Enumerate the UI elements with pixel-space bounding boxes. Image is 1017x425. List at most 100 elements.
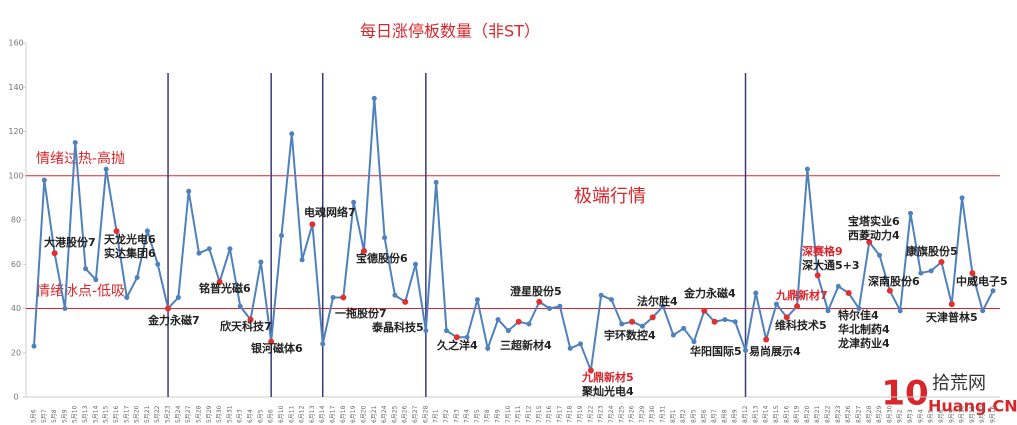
watermark-name: 拾荒网: [932, 373, 986, 394]
y-tick-label: 140: [8, 83, 23, 92]
data-point: [649, 314, 656, 321]
data-point: [124, 294, 130, 300]
x-tick-label: 8月6: [701, 409, 708, 423]
watermark-url: Huang.CN: [928, 397, 1017, 416]
x-tick-label: 7月11: [515, 405, 522, 423]
data-point: [835, 283, 841, 289]
x-tick-label: 8月16: [783, 405, 790, 423]
data-point: [990, 288, 996, 294]
annotation: 实达集团6: [104, 246, 156, 260]
annotation: 电魂网络7: [304, 205, 356, 219]
x-tick-label: 5月21: [144, 405, 151, 423]
data-point: [578, 341, 584, 347]
annotation: 聚灿光电4: [581, 384, 634, 398]
data-point: [423, 328, 429, 334]
data-point: [547, 306, 553, 311]
data-point: [701, 307, 708, 314]
annotation: 中威电子5: [956, 274, 1008, 288]
data-point: [897, 308, 903, 314]
x-tick-label: 7月26: [629, 405, 636, 423]
x-tick-label: 5月15: [103, 405, 110, 423]
x-tick-label: 8月28: [866, 405, 873, 423]
x-tick-label: 9月4: [917, 409, 924, 423]
x-tick-label: 5月10: [72, 405, 79, 423]
x-tick-label: 7月2: [443, 409, 450, 423]
y-tick-label: 60: [11, 260, 21, 269]
annotation: 金力永磁7: [147, 313, 200, 327]
data-point: [928, 268, 934, 274]
x-tick-label: 5月23: [165, 405, 172, 423]
data-point: [639, 323, 645, 329]
data-point: [113, 228, 120, 235]
x-tick-label: 7月15: [536, 405, 543, 423]
y-tick-label: 160: [8, 39, 23, 48]
data-point: [722, 317, 728, 323]
x-tick-label: 8月2: [680, 409, 687, 423]
x-tick-label: 6月11: [288, 405, 295, 423]
x-tick-label: 7月31: [660, 405, 667, 423]
x-tick-label: 8月13: [752, 405, 759, 423]
x-tick-label: 8月29: [876, 405, 883, 423]
x-tick-label: 5月9: [61, 409, 68, 423]
data-point: [804, 166, 810, 172]
x-tick-label: 7月8: [484, 409, 491, 423]
data-point: [186, 188, 192, 194]
annotation: 一拖股份7: [335, 306, 387, 320]
annotation: 易尚展示4: [749, 344, 801, 358]
data-point: [309, 221, 316, 228]
data-point: [392, 292, 398, 298]
x-tick-label: 7月1: [433, 409, 440, 423]
annotation: 泰晶科技5: [371, 320, 424, 334]
x-tick-label: 6月24: [381, 405, 388, 423]
data-point: [938, 259, 945, 266]
x-tick-label: 8月23: [835, 405, 842, 423]
data-point: [237, 303, 243, 309]
data-point: [908, 210, 914, 216]
data-point: [474, 297, 480, 303]
data-point: [959, 195, 965, 201]
data-point: [165, 305, 172, 312]
data-point: [330, 294, 336, 300]
data-point: [587, 367, 594, 374]
annotation: 九鼎新材7: [775, 288, 828, 302]
data-point: [360, 247, 367, 254]
x-tick-label: 5月24: [175, 405, 182, 423]
annotation: 三超新材4: [500, 338, 552, 352]
data-point: [340, 294, 347, 301]
x-tick-label: 7月24: [608, 405, 615, 423]
x-tick-label: 8月19: [794, 405, 801, 423]
x-tick-label: 6月18: [340, 405, 347, 423]
x-tick-label: 7月5: [474, 409, 481, 423]
data-point: [72, 140, 78, 146]
data-point: [918, 270, 924, 276]
data-point: [371, 95, 377, 101]
data-point: [856, 306, 862, 311]
x-tick-label: 6月25: [391, 405, 398, 423]
y-tick-label: 40: [11, 304, 21, 313]
x-tick-label: 7月18: [567, 405, 574, 423]
data-point: [505, 328, 511, 334]
annotation: 龙津药业4: [837, 336, 890, 350]
series-line: [33, 98, 994, 375]
annotation: 西菱动力4: [848, 228, 900, 242]
reference-label: 情绪过热-高抛: [36, 150, 125, 167]
x-tick-label: 7月23: [598, 405, 605, 423]
x-tick-label: 6月12: [299, 405, 306, 423]
x-tick-label: 8月20: [804, 405, 811, 423]
annotation: 金力永磁4: [683, 286, 736, 300]
data-point: [433, 179, 439, 185]
data-point: [814, 272, 821, 279]
x-tick-label: 8月15: [773, 405, 780, 423]
data-point: [794, 303, 801, 310]
x-tick-label: 8月12: [742, 405, 749, 423]
reference-label: 情绪冰点-低吸: [36, 284, 125, 300]
x-tick-label: 8月5: [690, 409, 697, 423]
annotation: 九鼎新材5: [581, 370, 634, 384]
x-tick-label: 8月1: [670, 409, 677, 423]
annotation: 维科技术5: [775, 318, 827, 332]
data-point: [567, 345, 573, 351]
x-tick-label: 8月21: [814, 405, 821, 423]
y-tick-label: 0: [13, 393, 18, 402]
data-point: [93, 277, 99, 283]
x-tick-label: 7月10: [505, 405, 512, 423]
